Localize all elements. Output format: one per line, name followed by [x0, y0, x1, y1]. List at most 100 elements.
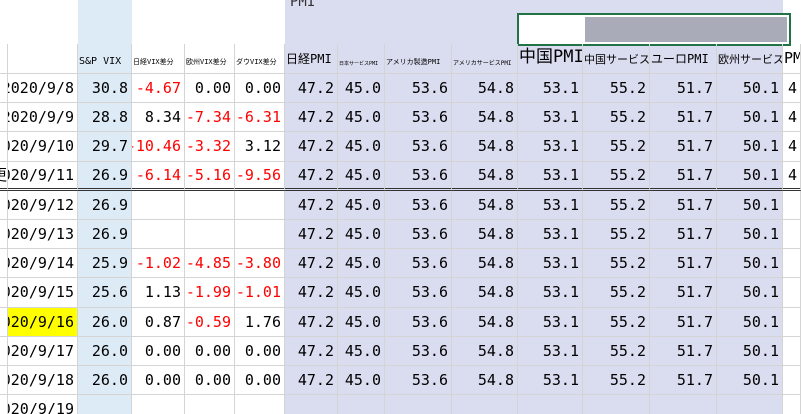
cell: 51.7 — [650, 74, 717, 104]
cell — [0, 307, 8, 337]
cell — [132, 190, 185, 220]
cell: 45.0 — [338, 103, 385, 133]
cell: 50.1 — [717, 278, 783, 308]
cell: 29.7 — [78, 132, 132, 162]
cell: 25.9 — [78, 249, 132, 279]
cell: 45.0 — [338, 336, 385, 366]
cell: 54.8 — [452, 278, 518, 308]
cell: 53.6 — [385, 366, 452, 396]
cell: -1.01 — [235, 278, 285, 308]
cell: 51.7 — [650, 278, 717, 308]
cell: 47.2 — [285, 249, 338, 279]
cell: 53.6 — [385, 278, 452, 308]
column-fill — [78, 0, 132, 414]
cell: 30.8 — [78, 74, 132, 104]
column-header: 日経PMI — [285, 44, 338, 74]
cell: 45.0 — [338, 132, 385, 162]
cell: 47.2 — [285, 278, 338, 308]
cell — [783, 336, 801, 366]
cell: 55.2 — [583, 336, 650, 366]
cell: 0.00 — [235, 74, 285, 104]
cell — [452, 395, 518, 414]
cell: 54.8 — [452, 132, 518, 162]
cell: 45.0 — [338, 307, 385, 337]
column-header — [8, 44, 78, 74]
group-label: PMI — [290, 0, 316, 10]
cell: 4 — [783, 161, 801, 191]
cell — [783, 220, 801, 250]
cell: 1.13 — [132, 278, 185, 308]
cell: 2020/9/16 — [8, 307, 78, 337]
cell — [0, 220, 8, 250]
selection-box — [517, 13, 791, 46]
cell — [518, 395, 583, 414]
cell: 55.2 — [583, 74, 650, 104]
cell: 53.1 — [518, 132, 583, 162]
cell: 55.2 — [583, 278, 650, 308]
cell: 2020/9/17 — [8, 336, 78, 366]
cell: 45.0 — [338, 161, 385, 191]
cell: 47.2 — [285, 74, 338, 104]
cell: 50.1 — [717, 366, 783, 396]
cell: 0.00 — [132, 366, 185, 396]
selection-fill — [585, 17, 787, 42]
cell: 26.0 — [78, 366, 132, 396]
cell — [583, 395, 650, 414]
cell: 51.7 — [650, 307, 717, 337]
cell: 55.2 — [583, 161, 650, 191]
cell: 51.7 — [650, 132, 717, 162]
cell: 2020/9/14 — [8, 249, 78, 279]
column-header: 欧州VIX差分 — [185, 44, 235, 74]
cell: 50.1 — [717, 220, 783, 250]
cell — [0, 336, 8, 366]
cell — [235, 190, 285, 220]
cell: -3.80 — [235, 249, 285, 279]
cell: 55.2 — [583, 366, 650, 396]
cell — [185, 220, 235, 250]
column-header: ユーロPMI — [650, 44, 717, 74]
cell: -6.31 — [235, 103, 285, 133]
column-header: 日本サービスPMI — [338, 44, 385, 74]
cell — [185, 190, 235, 220]
cell: 45.0 — [338, 220, 385, 250]
cell — [78, 395, 132, 414]
cell: 53.6 — [385, 249, 452, 279]
cell: 47.2 — [285, 336, 338, 366]
cell: 47.2 — [285, 220, 338, 250]
cell: -1.99 — [185, 278, 235, 308]
column-fill — [285, 0, 783, 414]
cell — [235, 220, 285, 250]
cell: 55.2 — [583, 249, 650, 279]
cell: -3.32 — [185, 132, 235, 162]
cell: 47.2 — [285, 307, 338, 337]
cell: 2020/9/13 — [8, 220, 78, 250]
cell: -10.46 — [132, 132, 185, 162]
cell: 50.1 — [717, 307, 783, 337]
cell: 51.7 — [650, 190, 717, 220]
cell: 54.8 — [452, 336, 518, 366]
cell: 0.00 — [235, 336, 285, 366]
cell: 55.2 — [583, 190, 650, 220]
cell: 1.76 — [235, 307, 285, 337]
cell: 2020/9/11 — [8, 161, 78, 191]
cell — [783, 307, 801, 337]
cell: 54.8 — [452, 74, 518, 104]
cell — [185, 395, 235, 414]
cell — [783, 190, 801, 220]
cell: 8.34 — [132, 103, 185, 133]
cell: 4 — [783, 74, 801, 104]
cell — [0, 190, 8, 220]
cell: 26.9 — [78, 220, 132, 250]
cell: 50.1 — [717, 249, 783, 279]
cell: 2020/9/10 — [8, 132, 78, 162]
cell — [0, 132, 8, 162]
cell — [650, 395, 717, 414]
cell: 50.1 — [717, 132, 783, 162]
cell: 54.8 — [452, 366, 518, 396]
cell: 4 — [783, 132, 801, 162]
cell: 45.0 — [338, 278, 385, 308]
cell: 54.8 — [452, 103, 518, 133]
cell: -4.85 — [185, 249, 235, 279]
cell: 0.87 — [132, 307, 185, 337]
